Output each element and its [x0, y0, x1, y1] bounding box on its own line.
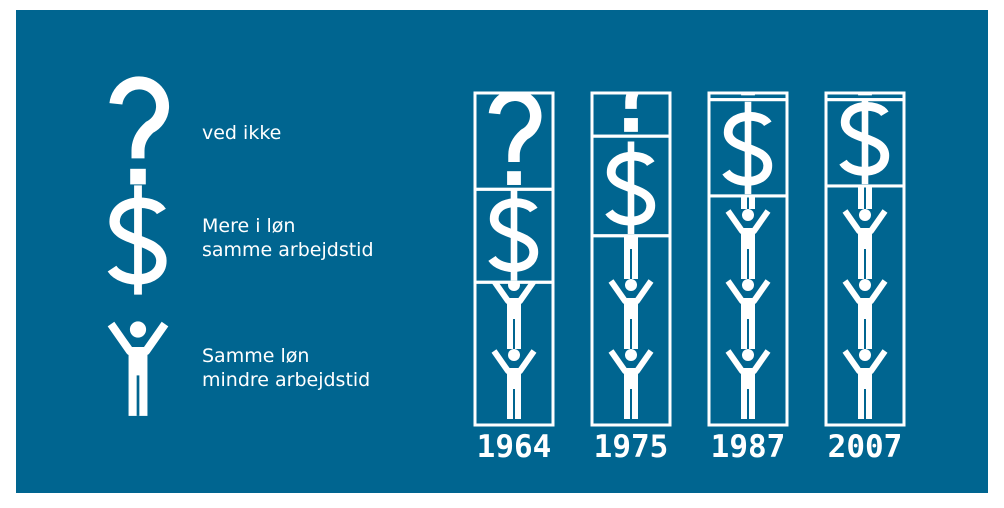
segment — [473, 91, 555, 191]
segment-icons — [843, 92, 885, 184]
segment-icon — [611, 349, 651, 419]
segment-icon — [728, 349, 768, 419]
segment — [707, 91, 789, 102]
segment-icon — [609, 142, 651, 234]
x-tick-label: 1987 — [711, 429, 786, 465]
legend-label: Samme løn mindre arbejdstid — [202, 345, 371, 391]
segment-icon — [728, 209, 768, 279]
segment-icons — [611, 42, 652, 132]
segment-icon — [726, 102, 768, 194]
segment-icon — [611, 42, 652, 132]
legend-icon — [112, 185, 161, 294]
segment-icon — [492, 188, 534, 280]
legend-label: ved ikke — [202, 122, 282, 144]
segment — [824, 91, 906, 102]
segment-icon — [845, 279, 885, 349]
segment-icon — [728, 279, 768, 349]
segment-icon — [845, 209, 885, 279]
segment-icon — [494, 349, 534, 419]
segment — [590, 91, 672, 138]
x-tick-label: 1975 — [594, 429, 669, 465]
x-tick-label: 2007 — [828, 429, 903, 465]
segment-icons — [728, 6, 769, 96]
segment-icons — [845, 6, 886, 96]
segment-icon — [845, 6, 886, 96]
segment-icon — [843, 92, 885, 184]
segment-icon — [494, 279, 534, 349]
legend-icon — [111, 321, 165, 416]
segment-icon — [845, 349, 885, 419]
segment-icons — [494, 95, 535, 185]
segment-icon — [728, 6, 769, 96]
segment-icons — [492, 188, 534, 280]
segment-icon — [611, 279, 651, 349]
legend-label: Mere i løn samme arbejdstid — [202, 215, 374, 261]
legend-icon — [116, 83, 163, 184]
segment-icons — [609, 142, 651, 234]
x-tick-label: 1964 — [477, 429, 552, 465]
segment-icon — [494, 95, 535, 185]
segment-icons — [726, 102, 768, 194]
